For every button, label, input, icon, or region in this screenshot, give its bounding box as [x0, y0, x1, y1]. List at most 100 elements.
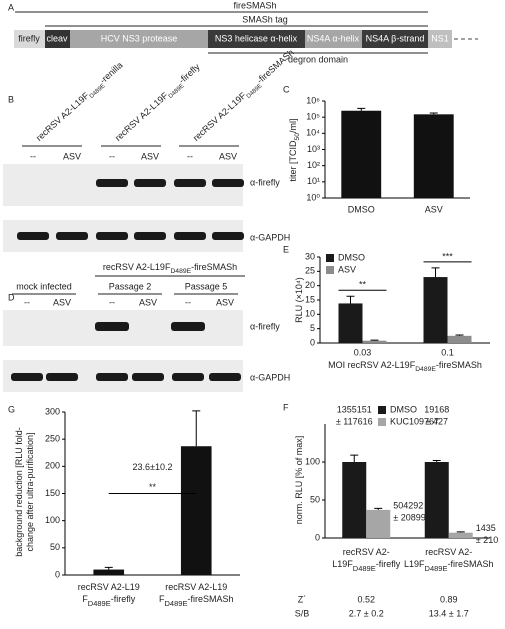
- stat-name: Z´: [298, 594, 307, 604]
- y-axis-label-part: 50: [294, 133, 301, 141]
- bar: [342, 462, 367, 538]
- error-bar: [350, 454, 359, 462]
- bar: [448, 532, 473, 538]
- segment: [70, 30, 208, 48]
- y-tick-label: 15: [305, 294, 315, 304]
- segment: [14, 30, 45, 48]
- legend-label: DMSO: [338, 252, 365, 262]
- segment: [428, 30, 452, 48]
- y-axis-label: RLU (×10⁴): [294, 277, 304, 323]
- value-annotation: 504292: [393, 500, 423, 510]
- stat-value: 0.89: [440, 594, 458, 604]
- band: [96, 179, 128, 187]
- y-axis-label-part: norm. RLU [% of max]: [294, 436, 304, 525]
- segment-label: cleav: [46, 33, 68, 43]
- panel-label: G: [8, 404, 15, 414]
- error-bar: [192, 410, 201, 447]
- legend-swatch: [326, 266, 334, 274]
- y-tick-label: 5: [310, 323, 315, 333]
- legend-swatch: [326, 254, 334, 262]
- band: [171, 322, 205, 331]
- group-header-part: -fireSMASh: [191, 262, 237, 272]
- band: [132, 373, 164, 381]
- antibody-label: α-firefly: [250, 321, 280, 331]
- y-tick-label: 10⁰: [306, 192, 320, 202]
- y-axis-label: change after ultra-purification]: [25, 432, 35, 551]
- group-header-part: recRSV A2-L19F: [103, 262, 171, 272]
- group-label: Passage 5: [185, 281, 228, 291]
- bar: [180, 446, 212, 575]
- y-tick-label: 10⁵: [306, 112, 320, 122]
- segment-label: firefly: [18, 33, 40, 43]
- group-label: Passage 2: [109, 281, 152, 291]
- y-tick-label: 10²: [307, 160, 320, 170]
- y-axis-label-part: /ml]: [288, 118, 298, 133]
- x-axis-label: MOI recRSV A2-L19FD489E-fireSMASh: [328, 360, 482, 373]
- panel-label: C: [283, 84, 290, 94]
- y-tick-label: 10⁴: [306, 128, 320, 138]
- x-tick-label-part: L19F: [332, 559, 353, 569]
- condition-label: --: [109, 297, 115, 307]
- band: [172, 373, 204, 381]
- legend-label: ASV: [338, 264, 356, 274]
- x-tick-label-part: D489E: [165, 599, 188, 608]
- band: [96, 232, 128, 240]
- construct-diagram: fireSMASh SMASh tag firefly cleav HCV NS…: [14, 0, 478, 64]
- condition-label: ASV: [141, 151, 159, 161]
- group-label: mock infected: [16, 281, 72, 291]
- y-tick-label: 0: [315, 532, 320, 542]
- significance-label: ***: [442, 251, 453, 261]
- error-bar: [104, 566, 113, 570]
- band: [11, 373, 43, 381]
- segment: [362, 30, 428, 48]
- panel-label: D: [8, 292, 15, 302]
- value-annotation: ± 427: [426, 416, 448, 426]
- x-tick-label-part: recRSV A2-L19: [78, 582, 140, 592]
- band: [134, 232, 166, 240]
- y-tick-label: 100: [45, 515, 60, 525]
- lane-label-part: -firefly: [177, 62, 202, 86]
- lane-label-part: recRSV A2-L19F: [191, 90, 248, 143]
- error-bar: [357, 107, 366, 111]
- y-axis-label-part: change after ultra-purification]: [25, 432, 35, 551]
- y-tick-label: 0: [310, 337, 315, 347]
- y-tick-label: 50: [310, 494, 320, 504]
- segment-label: HCV NS3 protease: [101, 33, 178, 43]
- value-annotation: ± 20899: [393, 512, 425, 522]
- panel-label: F: [283, 402, 289, 412]
- y-tick-label: 10³: [307, 144, 320, 154]
- tag-label: SMASh tag: [242, 14, 288, 24]
- y-axis-label: norm. RLU [% of max]: [294, 436, 304, 525]
- y-tick-label: 20: [305, 280, 315, 290]
- segment: [45, 30, 70, 48]
- x-tick-label-part: F: [159, 594, 165, 604]
- legend-label: KUC109767: [390, 416, 439, 426]
- bar: [362, 340, 387, 343]
- lane-label: recRSV A2-L19FD489E-firefly: [113, 62, 204, 145]
- y-axis-label-part: background reduction [RLU fold-: [14, 427, 24, 557]
- error-bar: [431, 267, 440, 278]
- group-header: recRSV A2-L19FD489E-fireSMASh: [103, 262, 237, 275]
- x-tick-label: DMSO: [348, 204, 375, 214]
- x-tick-label: recRSV A2-: [343, 547, 390, 557]
- significance-label: **: [149, 482, 157, 492]
- y-tick-label: 10¹: [307, 176, 320, 186]
- band: [17, 232, 49, 240]
- y-axis-label-part: titer [TCID: [288, 140, 298, 182]
- bar: [366, 509, 391, 538]
- panel-label: A: [8, 2, 14, 12]
- y-tick-label: 100: [305, 456, 320, 466]
- y-tick-label: 300: [45, 406, 60, 416]
- condition-label: --: [109, 151, 115, 161]
- x-tick-label: recRSV A2-L19: [165, 582, 227, 592]
- y-tick-label: 0: [55, 569, 60, 579]
- x-axis-label-part: -fireSMASh: [436, 360, 482, 370]
- error-bar: [455, 334, 464, 336]
- group-header-part: D489E: [170, 268, 191, 275]
- x-tick-label-part: recRSV A2-: [343, 547, 390, 557]
- error-bar: [456, 531, 465, 533]
- stat-value: 0.52: [357, 594, 375, 604]
- condition-label: ASV: [219, 151, 237, 161]
- annotation: 23.6±10.2: [133, 462, 173, 472]
